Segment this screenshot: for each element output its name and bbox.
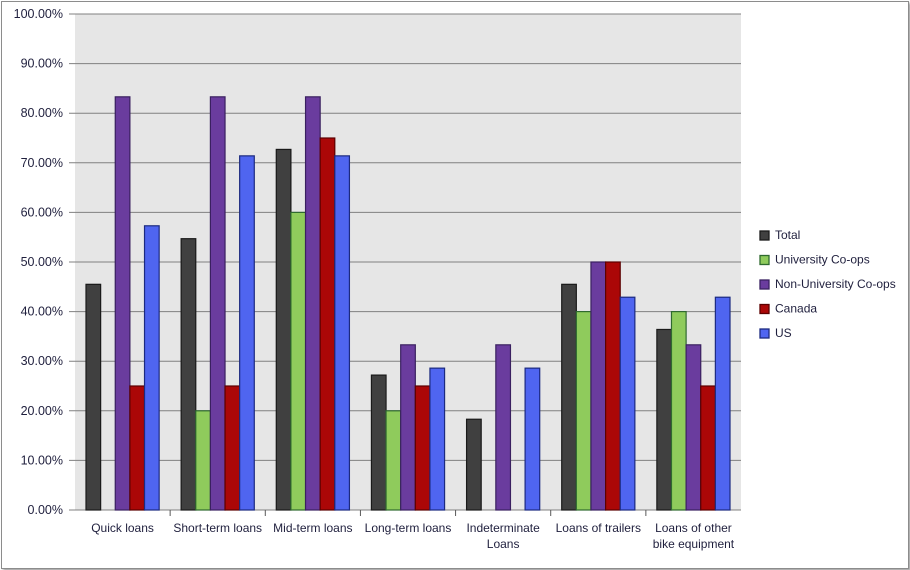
svg-text:Short-term loans: Short-term loans bbox=[173, 521, 262, 535]
svg-text:60.00%: 60.00% bbox=[21, 205, 63, 219]
svg-text:Loans of other: Loans of other bbox=[655, 521, 732, 535]
svg-text:0.00%: 0.00% bbox=[28, 503, 63, 517]
svg-text:70.00%: 70.00% bbox=[21, 156, 63, 170]
svg-text:Long-term loans: Long-term loans bbox=[365, 521, 452, 535]
svg-text:Quick loans: Quick loans bbox=[91, 521, 154, 535]
svg-text:Loans of trailers: Loans of trailers bbox=[556, 521, 641, 535]
svg-text:30.00%: 30.00% bbox=[21, 354, 63, 368]
svg-text:Non-University Co-ops: Non-University Co-ops bbox=[775, 277, 896, 291]
svg-text:50.00%: 50.00% bbox=[21, 255, 63, 269]
svg-text:40.00%: 40.00% bbox=[21, 305, 63, 319]
svg-text:Indeterminate: Indeterminate bbox=[466, 521, 540, 535]
svg-text:University Co-ops: University Co-ops bbox=[775, 253, 870, 267]
svg-text:90.00%: 90.00% bbox=[21, 57, 63, 71]
svg-text:100.00%: 100.00% bbox=[14, 7, 63, 21]
svg-text:bike equipment: bike equipment bbox=[653, 537, 735, 551]
svg-text:Loans: Loans bbox=[487, 537, 520, 551]
svg-text:Mid-term loans: Mid-term loans bbox=[273, 521, 352, 535]
svg-text:80.00%: 80.00% bbox=[21, 106, 63, 120]
svg-text:Total: Total bbox=[775, 228, 800, 242]
svg-text:Canada: Canada bbox=[775, 302, 817, 316]
svg-text:US: US bbox=[775, 326, 792, 340]
svg-text:20.00%: 20.00% bbox=[21, 404, 63, 418]
svg-text:10.00%: 10.00% bbox=[21, 453, 63, 467]
